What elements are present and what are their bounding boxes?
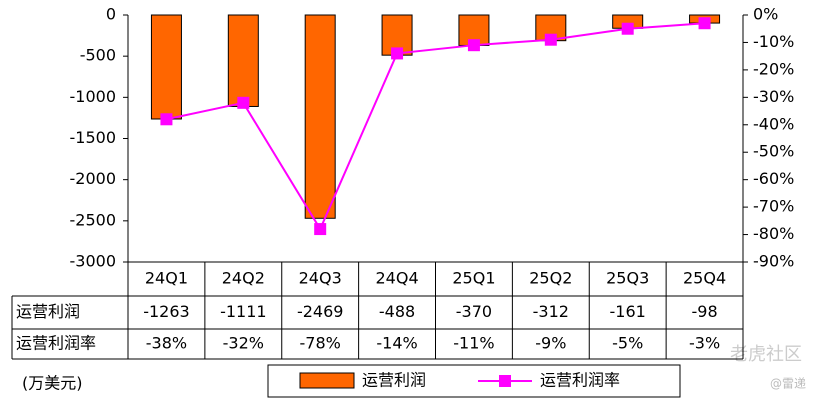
x-tick-label: 25Q3 [606, 269, 649, 288]
y2-tick-label: -70% [753, 197, 794, 216]
bar [304, 14, 336, 219]
x-tick-label: 24Q3 [299, 269, 342, 288]
y2-tick-label: -10% [753, 32, 794, 51]
table-cell: -11% [453, 334, 494, 353]
line-marker [237, 96, 250, 109]
row-header: 运营利润率 [16, 334, 96, 353]
y-tick-label: -1500 [70, 128, 117, 147]
table-cell: -98 [691, 302, 717, 321]
x-tick-label: 25Q1 [452, 269, 495, 288]
table-cell: -2469 [297, 302, 344, 321]
y2-tick-label: -90% [753, 252, 794, 271]
y-tick-label: 0 [106, 5, 116, 24]
line-marker [314, 223, 327, 236]
line-marker [467, 39, 480, 52]
table-cell: -3% [689, 334, 720, 353]
x-tick-label: 24Q1 [145, 269, 188, 288]
line-marker [391, 47, 404, 60]
x-tick-label: 25Q4 [683, 269, 726, 288]
line-marker [160, 113, 173, 126]
legend-swatch [299, 372, 355, 389]
line-marker [544, 33, 557, 46]
table-cell: -38% [146, 334, 187, 353]
table-cell: -78% [300, 334, 341, 353]
y-tick-label: -2500 [70, 210, 117, 229]
y-tick-label: -3000 [70, 252, 117, 271]
legend-box [267, 364, 681, 398]
x-tick-label: 25Q2 [529, 269, 572, 288]
table-cell: -161 [610, 302, 646, 321]
watermark: @雷递 [770, 377, 806, 391]
table-cell: -32% [223, 334, 264, 353]
unit-label: (万美元) [22, 374, 83, 393]
table-cell: -5% [612, 334, 643, 353]
legend-label: 运营利润率 [540, 371, 620, 390]
y2-tick-label: -60% [753, 169, 794, 188]
table-cell: -370 [456, 302, 492, 321]
y-tick-label: -1000 [70, 87, 117, 106]
y-tick-label: -2000 [70, 169, 117, 188]
legend-label: 运营利润 [362, 371, 426, 390]
line [166, 22, 705, 232]
y2-tick-label: -20% [753, 59, 794, 78]
y2-tick-label: -50% [753, 142, 794, 161]
table-cell: -312 [533, 302, 569, 321]
table-cell: -1111 [220, 302, 267, 321]
legend-marker [499, 375, 511, 387]
table-cell: -9% [535, 334, 566, 353]
bar [227, 14, 259, 107]
bar [150, 14, 182, 120]
x-tick-label: 24Q2 [222, 269, 265, 288]
line-marker [621, 22, 634, 35]
y2-tick-label: 0% [753, 5, 778, 24]
line-marker [698, 17, 711, 30]
x-tick-label: 24Q4 [375, 269, 418, 288]
row-header: 运营利润 [16, 302, 80, 321]
y2-tick-label: -30% [753, 87, 794, 106]
table-cell: -14% [376, 334, 417, 353]
y-tick-label: -500 [80, 46, 116, 65]
y2-tick-label: -40% [753, 114, 794, 133]
watermark: 老虎社区 [730, 344, 802, 365]
y2-tick-label: -80% [753, 224, 794, 243]
table-cell: -488 [379, 302, 415, 321]
table-cell: -1263 [143, 302, 190, 321]
